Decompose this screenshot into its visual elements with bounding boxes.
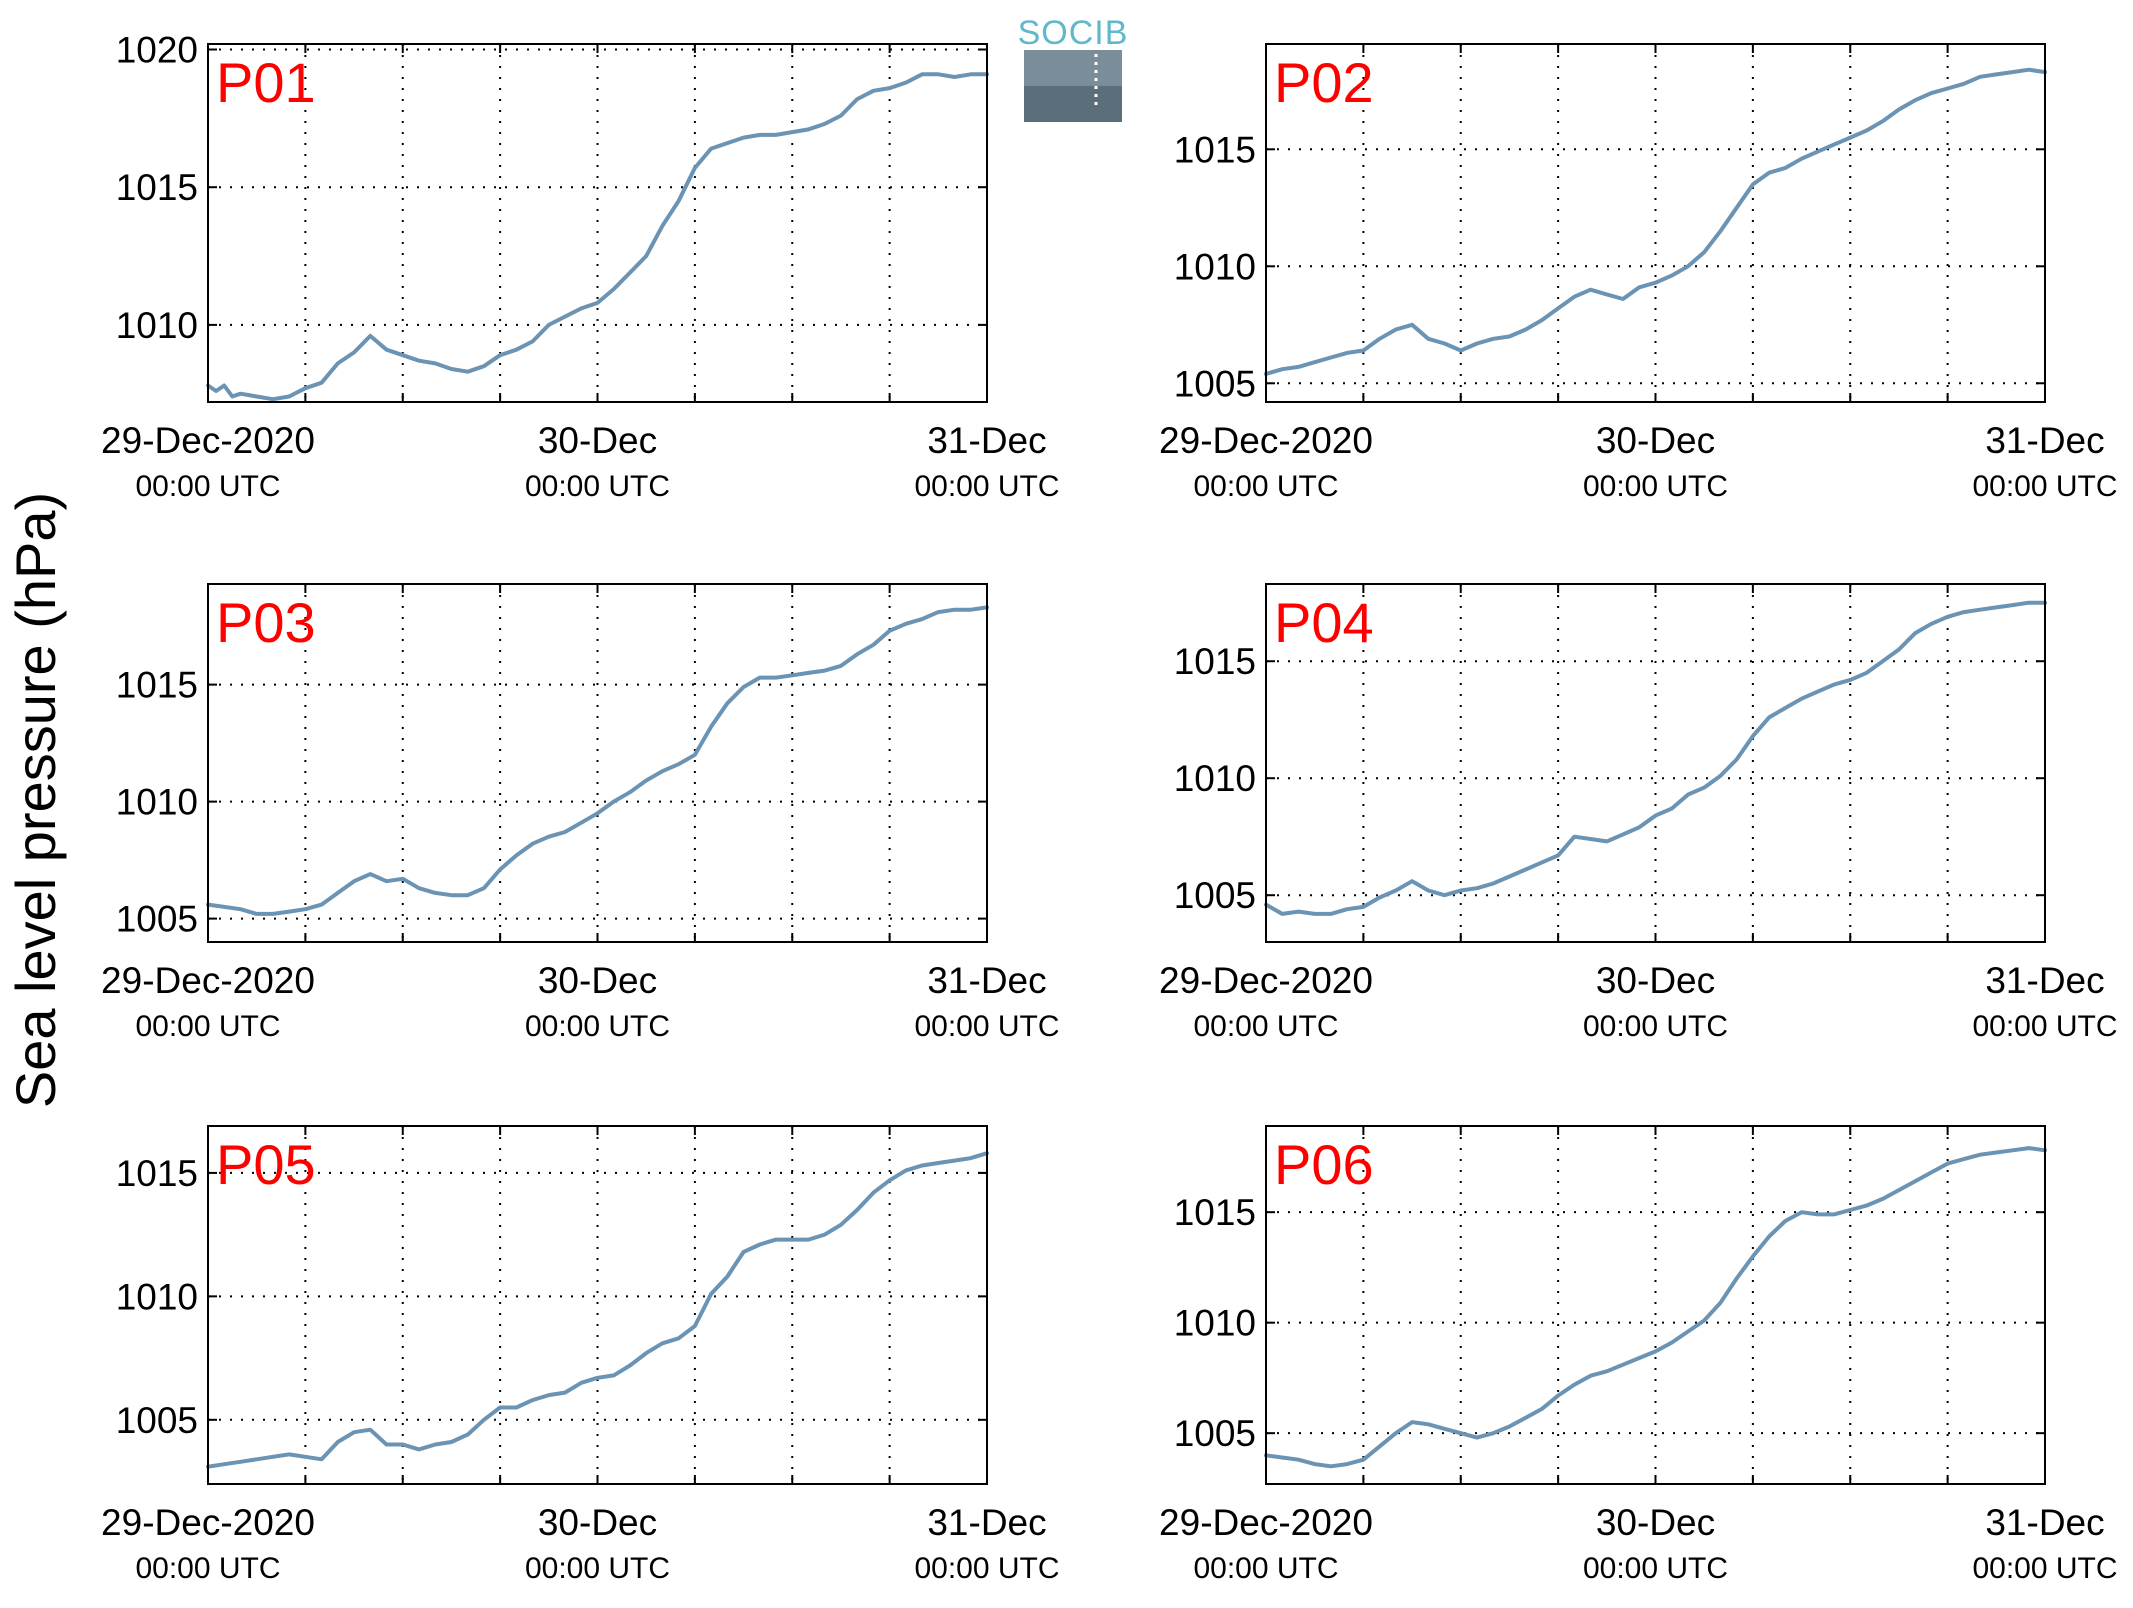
y-tick-label: 1010 bbox=[1174, 1303, 1256, 1344]
x-tick-date-label: 30-Dec bbox=[538, 420, 657, 461]
plot-frame bbox=[1265, 43, 2046, 403]
x-tick-time-label: 00:00 UTC bbox=[1193, 470, 1338, 503]
chart-panel-p05: 1005 1010 1015 P05 29-Dec-2020 00:00 UTC 30-De… bbox=[101, 1125, 1060, 1585]
panel-label: P06 bbox=[1274, 1133, 1374, 1196]
y-axis-label: Sea level pressure (hPa) bbox=[4, 492, 67, 1108]
x-tick-time-label: 00:00 UTC bbox=[1193, 1552, 1338, 1585]
y-tick-label: 1020 bbox=[116, 30, 198, 71]
plot-frame bbox=[1265, 1125, 2046, 1485]
plot-frame bbox=[207, 1125, 988, 1485]
series-line-p06 bbox=[1264, 1146, 2047, 1469]
series-line-p04 bbox=[1264, 600, 2047, 916]
y-tick-label: 1015 bbox=[1174, 129, 1256, 170]
plot-frame bbox=[1265, 583, 2046, 943]
y-tick-label: 1015 bbox=[1174, 641, 1256, 682]
y-tick-label: 1010 bbox=[116, 305, 198, 346]
x-tick-time-label: 00:00 UTC bbox=[1583, 470, 1728, 503]
chart-panel-p01: 1010 1015 1020 P01 29-Dec-2020 00:00 UTC 30-De… bbox=[101, 30, 1059, 503]
x-tick-time-label: 00:00 UTC bbox=[914, 1010, 1059, 1043]
x-tick-date-label: 29-Dec-2020 bbox=[101, 960, 315, 1001]
x-tick-date-label: 31-Dec bbox=[1985, 960, 2104, 1001]
x-tick-time-label: 00:00 UTC bbox=[525, 470, 670, 503]
y-tick-label: 1005 bbox=[1174, 1413, 1256, 1454]
x-tick-date-label: 29-Dec-2020 bbox=[101, 420, 315, 461]
y-tick-label: 1010 bbox=[116, 782, 198, 823]
chart-panel-p04: 1005 1010 1015 P04 29-Dec-2020 00:00 UTC 30-De… bbox=[1159, 583, 2118, 1043]
series-line-p03 bbox=[206, 605, 989, 916]
x-tick-time-label: 00:00 UTC bbox=[525, 1010, 670, 1043]
panel-label: P05 bbox=[216, 1133, 316, 1196]
x-tick-date-label: 30-Dec bbox=[538, 1502, 657, 1543]
x-tick-date-label: 29-Dec-2020 bbox=[1159, 960, 1373, 1001]
x-tick-date-label: 30-Dec bbox=[1596, 420, 1715, 461]
x-tick-time-label: 00:00 UTC bbox=[1972, 1552, 2117, 1585]
x-tick-time-label: 00:00 UTC bbox=[914, 1552, 1059, 1585]
x-tick-time-label: 00:00 UTC bbox=[135, 1010, 280, 1043]
y-tick-label: 1015 bbox=[116, 167, 198, 208]
x-tick-date-label: 29-Dec-2020 bbox=[101, 1502, 315, 1543]
series-line-p05 bbox=[206, 1151, 989, 1469]
x-tick-time-label: 00:00 UTC bbox=[135, 1552, 280, 1585]
logo-text: SOCIB bbox=[1018, 14, 1129, 52]
y-tick-label: 1010 bbox=[116, 1276, 198, 1317]
series-line-p02 bbox=[1264, 67, 2047, 376]
x-tick-date-label: 30-Dec bbox=[538, 960, 657, 1001]
x-tick-date-label: 30-Dec bbox=[1596, 960, 1715, 1001]
socib-logo: SOCIB bbox=[1018, 14, 1129, 122]
chart-panel-p02: 1005 1010 1015 P02 29-Dec-2020 00:00 UTC 30-De… bbox=[1159, 43, 2118, 503]
y-tick-label: 1010 bbox=[1174, 758, 1256, 799]
x-tick-time-label: 00:00 UTC bbox=[1583, 1552, 1728, 1585]
x-tick-time-label: 00:00 UTC bbox=[525, 1552, 670, 1585]
panel-label: P01 bbox=[216, 51, 316, 114]
x-tick-time-label: 00:00 UTC bbox=[914, 470, 1059, 503]
x-tick-date-label: 31-Dec bbox=[927, 1502, 1046, 1543]
y-tick-label: 1005 bbox=[116, 899, 198, 940]
y-tick-label: 1005 bbox=[116, 1400, 198, 1441]
plot-frame bbox=[207, 43, 988, 403]
chart-panel-p03: 1005 1010 1015 P03 29-Dec-2020 00:00 UTC 30-De… bbox=[101, 583, 1060, 1043]
x-tick-time-label: 00:00 UTC bbox=[1193, 1010, 1338, 1043]
plot-frame bbox=[207, 583, 988, 943]
x-tick-date-label: 31-Dec bbox=[927, 420, 1046, 461]
y-tick-label: 1015 bbox=[116, 665, 198, 706]
x-tick-time-label: 00:00 UTC bbox=[1972, 1010, 2117, 1043]
x-tick-date-label: 31-Dec bbox=[927, 960, 1046, 1001]
x-tick-date-label: 31-Dec bbox=[1985, 1502, 2104, 1543]
y-tick-label: 1005 bbox=[1174, 363, 1256, 404]
chart-panel-p06: 1005 1010 1015 P06 29-Dec-2020 00:00 UTC 30-De… bbox=[1159, 1125, 2118, 1585]
panel-label: P02 bbox=[1274, 51, 1374, 114]
x-tick-date-label: 29-Dec-2020 bbox=[1159, 1502, 1373, 1543]
y-tick-label: 1015 bbox=[1174, 1192, 1256, 1233]
x-tick-time-label: 00:00 UTC bbox=[1972, 470, 2117, 503]
panels: 1010 1015 1020 P01 29-Dec-2020 00:00 UTC 30-De… bbox=[101, 30, 2117, 1585]
x-tick-time-label: 00:00 UTC bbox=[135, 470, 280, 503]
x-tick-date-label: 31-Dec bbox=[1985, 420, 2104, 461]
y-tick-label: 1005 bbox=[1174, 875, 1256, 916]
y-tick-label: 1010 bbox=[1174, 246, 1256, 287]
series-line-p01 bbox=[206, 72, 989, 402]
panel-label: P04 bbox=[1274, 591, 1374, 654]
logo-highlight bbox=[1024, 50, 1122, 86]
x-tick-date-label: 29-Dec-2020 bbox=[1159, 420, 1373, 461]
x-tick-time-label: 00:00 UTC bbox=[1583, 1010, 1728, 1043]
panel-label: P03 bbox=[216, 591, 316, 654]
y-tick-label: 1015 bbox=[116, 1153, 198, 1194]
x-tick-date-label: 30-Dec bbox=[1596, 1502, 1715, 1543]
